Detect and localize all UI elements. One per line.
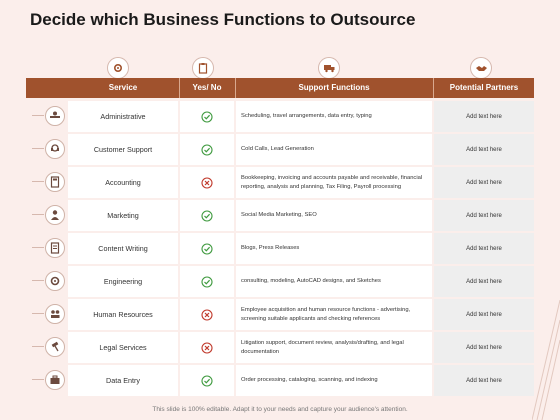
- service-cell: Human Resources: [68, 299, 178, 330]
- potential-partner-cell[interactable]: Add text here: [434, 332, 534, 363]
- gavel-icon: [45, 337, 65, 357]
- table-row: Marketing Social Media Marketing, SEO Add …: [26, 199, 534, 232]
- service-cell: Accounting: [68, 167, 178, 198]
- table-row: Data Entry Order processing, cataloging, …: [26, 364, 534, 397]
- row-connector: [32, 148, 44, 149]
- row-connector: [32, 247, 44, 248]
- table-body: Administrative Scheduling, travel arrange…: [26, 100, 534, 397]
- table-row: Human Resources Employee acquisition and …: [26, 298, 534, 331]
- table-row: Customer Support Cold Calls, Lead Generat…: [26, 133, 534, 166]
- service-cell: Administrative: [68, 101, 178, 132]
- support-functions-cell: Litigation support, document review, ana…: [236, 332, 432, 363]
- gear-icon: [107, 57, 129, 79]
- check-icon: [201, 275, 213, 288]
- table-row: Content Writing Blogs, Press Releases Add …: [26, 232, 534, 265]
- potential-partner-cell[interactable]: Add text here: [434, 365, 534, 396]
- person-icon: [45, 205, 65, 225]
- gear-icon: [45, 271, 65, 291]
- column-header-support-functions: Support Functions: [298, 83, 370, 92]
- support-functions-cell: consulting, modeling, AutoCAD designs, a…: [236, 266, 432, 297]
- check-icon: [201, 110, 213, 123]
- check-icon: [201, 209, 213, 222]
- calculator-icon: [45, 172, 65, 192]
- service-cell: Marketing: [68, 200, 178, 231]
- column-header-yes-no: Yes/ No: [192, 83, 222, 92]
- table-row: Legal Services Litigation support, docume…: [26, 331, 534, 364]
- support-functions-cell: Social Media Marketing, SEO: [236, 200, 432, 231]
- row-connector: [32, 214, 44, 215]
- document-icon: [45, 238, 65, 258]
- yes-no-cell: [180, 134, 234, 165]
- row-connector: [32, 313, 44, 314]
- potential-partner-cell[interactable]: Add text here: [434, 134, 534, 165]
- handshake-icon: [470, 57, 492, 79]
- potential-partner-cell[interactable]: Add text here: [434, 299, 534, 330]
- service-cell: Legal Services: [68, 332, 178, 363]
- table-row: Accounting Bookkeeping, invoicing and acc…: [26, 166, 534, 199]
- service-cell: Data Entry: [68, 365, 178, 396]
- decorative-lines: [532, 300, 560, 420]
- table-header: Service Yes/ No Support Functions Potent…: [26, 78, 534, 98]
- service-cell: Engineering: [68, 266, 178, 297]
- yes-no-cell: [180, 266, 234, 297]
- service-cell: Content Writing: [68, 233, 178, 264]
- yes-no-cell: [180, 233, 234, 264]
- potential-partner-cell[interactable]: Add text here: [434, 266, 534, 297]
- service-cell: Customer Support: [68, 134, 178, 165]
- support-functions-cell: Scheduling, travel arrangements, data en…: [236, 101, 432, 132]
- yes-no-cell: [180, 200, 234, 231]
- column-header-service: Service: [108, 83, 138, 92]
- yes-no-cell: [180, 332, 234, 363]
- check-icon: [201, 143, 213, 156]
- support-functions-cell: Bookkeeping, invoicing and accounts paya…: [236, 167, 432, 198]
- people-icon: [45, 304, 65, 324]
- row-connector: [32, 181, 44, 182]
- table-row: Engineering consulting, modeling, AutoCAD…: [26, 265, 534, 298]
- row-connector: [32, 346, 44, 347]
- support-functions-cell: Order processing, cataloging, scanning, …: [236, 365, 432, 396]
- potential-partner-cell[interactable]: Add text here: [434, 200, 534, 231]
- column-header-potential-partners: Potential Partners: [449, 83, 519, 92]
- yes-no-cell: [180, 167, 234, 198]
- desk-icon: [45, 106, 65, 126]
- potential-partner-cell[interactable]: Add text here: [434, 233, 534, 264]
- support-functions-cell: Blogs, Press Releases: [236, 233, 432, 264]
- support-functions-cell: Employee acquisition and human resource …: [236, 299, 432, 330]
- row-connector: [32, 280, 44, 281]
- footer-note: This slide is 100% editable. Adapt it to…: [152, 406, 408, 413]
- truck-icon: [318, 57, 340, 79]
- cross-icon: [201, 176, 213, 189]
- check-icon: [201, 374, 213, 387]
- briefcase-icon: [45, 370, 65, 390]
- yes-no-cell: [180, 101, 234, 132]
- row-connector: [32, 115, 44, 116]
- page-title: Decide which Business Functions to Outso…: [30, 10, 416, 29]
- yes-no-cell: [180, 365, 234, 396]
- support-functions-cell: Cold Calls, Lead Generation: [236, 134, 432, 165]
- yes-no-cell: [180, 299, 234, 330]
- clipboard-icon: [192, 57, 214, 79]
- potential-partner-cell[interactable]: Add text here: [434, 101, 534, 132]
- headset-icon: [45, 139, 65, 159]
- cross-icon: [201, 341, 213, 354]
- check-icon: [201, 242, 213, 255]
- cross-icon: [201, 308, 213, 321]
- table-row: Administrative Scheduling, travel arrange…: [26, 100, 534, 133]
- potential-partner-cell[interactable]: Add text here: [434, 167, 534, 198]
- row-connector: [32, 379, 44, 380]
